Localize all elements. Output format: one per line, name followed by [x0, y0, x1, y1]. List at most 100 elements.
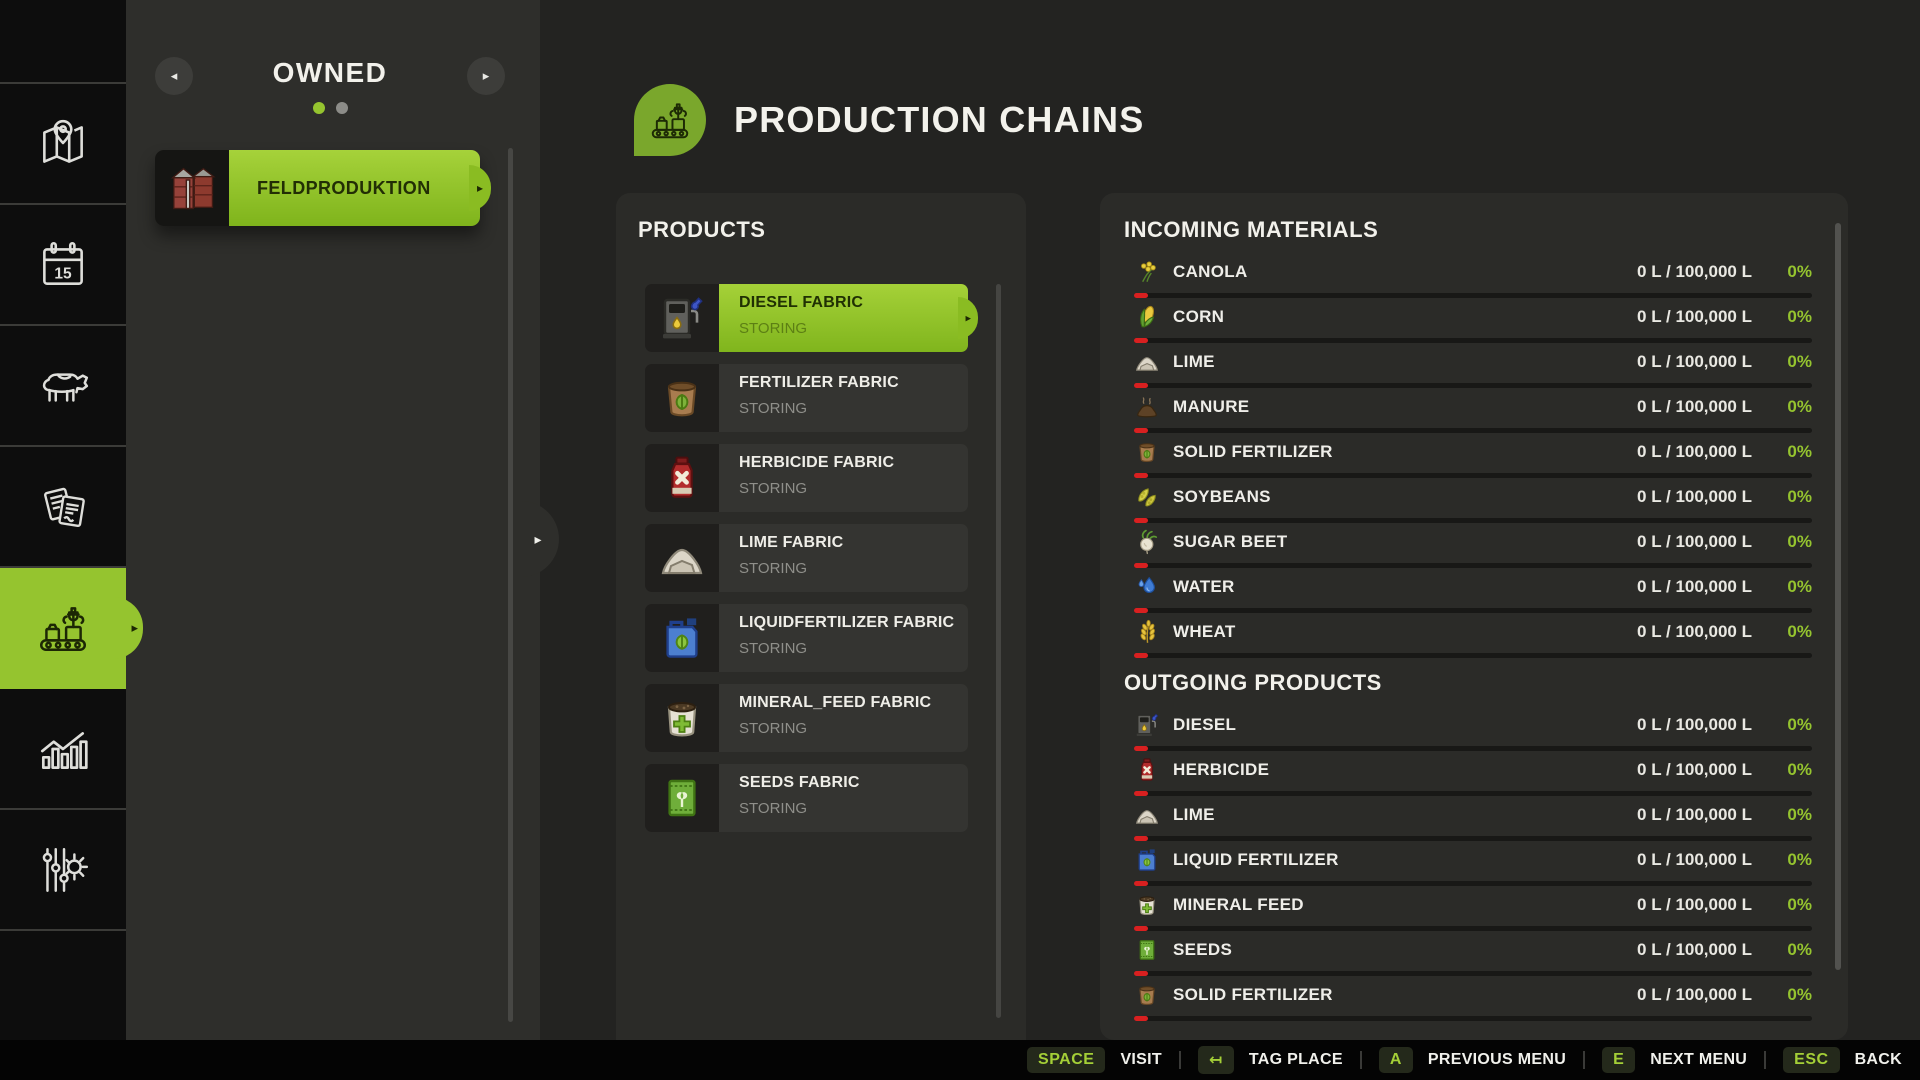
material-row-main: HERBICIDE 0 L / 100,000 L 0% — [1134, 751, 1812, 788]
material-label: LIME — [1173, 351, 1215, 371]
seeds-packet-icon — [645, 764, 719, 832]
product-label: LIME FABRIC — [739, 534, 844, 551]
sidebar-item-statistics[interactable] — [0, 689, 126, 810]
outgoing-products-list: DIESEL 0 L / 100,000 L 0% HERBICIDE 0 L / 10… — [1100, 706, 1848, 1021]
hint-back[interactable]: ESC BACK — [1783, 1047, 1902, 1073]
material-row-main: SOLID FERTILIZER 0 L / 100,000 L 0% — [1134, 976, 1812, 1013]
owned-item-feldproduktion[interactable]: FELDPRODUKTION ▸ — [155, 150, 483, 226]
hint-divider — [1359, 1051, 1362, 1069]
hint-tag-place[interactable]: ↤ TAG PLACE — [1197, 1046, 1343, 1074]
owned-next-button[interactable]: ▸ — [467, 57, 505, 95]
product-row-fertilizer-fabric[interactable]: FERTILIZER FABRIC STORING — [645, 364, 968, 432]
material-progress-bar — [1134, 338, 1812, 343]
material-percent: 0% — [1787, 714, 1812, 734]
liquid-fertilizer-icon — [645, 604, 719, 672]
hint-divider — [1178, 1051, 1181, 1069]
hint-label: TAG PLACE — [1248, 1051, 1343, 1068]
svg-text:15: 15 — [54, 265, 72, 282]
material-amount: 0 L / 100,000 L — [1637, 531, 1752, 551]
fuel-pump-icon — [645, 284, 719, 352]
sidebar-item-settings[interactable] — [0, 810, 126, 931]
mineral-feed-icon — [1134, 892, 1160, 918]
sidebar-item-contracts[interactable] — [0, 447, 126, 568]
material-progress-bar — [1134, 836, 1812, 841]
material-row-sugar-beet: SUGAR BEET 0 L / 100,000 L 0% — [1100, 523, 1848, 568]
material-label: WHEAT — [1173, 621, 1236, 641]
material-progress-bar — [1134, 926, 1812, 931]
material-amount: 0 L / 100,000 L — [1637, 261, 1752, 281]
product-status: STORING — [739, 480, 808, 497]
material-label: SOLID FERTILIZER — [1173, 441, 1333, 461]
material-row-solid-fertilizer: SOLID FERTILIZER 0 L / 100,000 L 0% — [1100, 976, 1848, 1021]
material-amount: 0 L / 100,000 L — [1637, 396, 1752, 416]
wheat-icon — [1134, 619, 1160, 645]
documents-icon — [34, 478, 92, 536]
product-row-herbicide-fabric[interactable]: HERBICIDE FABRIC STORING — [645, 444, 968, 512]
production-icon — [34, 599, 92, 657]
cow-icon — [34, 357, 92, 415]
material-progress-bar — [1134, 791, 1812, 796]
material-percent: 0% — [1787, 849, 1812, 869]
product-row-body: LIME FABRIC STORING — [719, 524, 968, 592]
material-row-herbicide: HERBICIDE 0 L / 100,000 L 0% — [1100, 751, 1848, 796]
material-amount: 0 L / 100,000 L — [1637, 894, 1752, 914]
material-row-manure: MANURE 0 L / 100,000 L 0% — [1100, 388, 1848, 433]
products-scrollbar[interactable] — [996, 284, 1001, 1018]
material-row-lime: LIME 0 L / 100,000 L 0% — [1100, 796, 1848, 841]
sidebar-item-production[interactable]: ▸ — [0, 568, 143, 689]
hint-next-menu[interactable]: E NEXT MENU — [1602, 1047, 1747, 1073]
material-percent: 0% — [1787, 261, 1812, 281]
material-percent: 0% — [1787, 759, 1812, 779]
product-row-mineral-feed-fabric[interactable]: MINERAL_FEED FABRIC STORING — [645, 684, 968, 752]
arrow-left-icon: ◂ — [170, 68, 178, 83]
sidebar-item-map[interactable] — [0, 84, 126, 205]
progress-red-marker — [1134, 971, 1148, 976]
material-progress-bar — [1134, 518, 1812, 523]
fertilizer-bag-icon — [645, 364, 719, 432]
material-progress-bar — [1134, 881, 1812, 886]
panel-collapse-button[interactable]: ▸ — [521, 501, 559, 577]
product-status: STORING — [739, 800, 808, 817]
incoming-materials-heading: INCOMING MATERIALS — [1124, 217, 1379, 242]
arrow-right-icon: ▸ — [476, 181, 483, 195]
hint-visit[interactable]: SPACE VISIT — [1027, 1047, 1162, 1073]
materials-scrollbar[interactable] — [1835, 223, 1841, 970]
material-row-main: MINERAL FEED 0 L / 100,000 L 0% — [1134, 886, 1812, 923]
key-esc: ESC — [1783, 1047, 1840, 1073]
page-dot-1[interactable] — [312, 102, 325, 114]
material-percent: 0% — [1787, 441, 1812, 461]
product-row-diesel-fabric[interactable]: DIESEL FABRIC STORING ▸ — [645, 284, 971, 352]
material-row-canola: CANOLA 0 L / 100,000 L 0% — [1100, 253, 1848, 298]
key-space: SPACE — [1027, 1047, 1106, 1073]
page-title: PRODUCTION CHAINS — [734, 99, 1145, 140]
fertilizer-bag-icon — [1134, 982, 1160, 1008]
product-row-lime-fabric[interactable]: LIME FABRIC STORING — [645, 524, 968, 592]
material-label: CANOLA — [1173, 261, 1248, 281]
owned-scrollbar[interactable] — [508, 148, 513, 1022]
product-row-seeds-fabric[interactable]: SEEDS FABRIC STORING — [645, 764, 968, 832]
lime-pile-icon — [1134, 349, 1160, 375]
incoming-materials-list: CANOLA 0 L / 100,000 L 0% CORN 0 L / 100,000… — [1100, 253, 1848, 658]
page-dot-2[interactable] — [335, 102, 348, 114]
hint-label: PREVIOUS MENU — [1427, 1051, 1567, 1068]
sidebar: 15 ▸ — [0, 0, 143, 1040]
material-row-main: SEEDS 0 L / 100,000 L 0% — [1134, 931, 1812, 968]
progress-red-marker — [1134, 473, 1148, 478]
material-row-solid-fertilizer: SOLID FERTILIZER 0 L / 100,000 L 0% — [1100, 433, 1848, 478]
sidebar-item-animals[interactable] — [0, 326, 126, 447]
progress-red-marker — [1134, 428, 1148, 433]
owned-prev-button[interactable]: ◂ — [155, 57, 193, 95]
hint-previous-menu[interactable]: A PREVIOUS MENU — [1378, 1047, 1567, 1073]
material-row-main: WHEAT 0 L / 100,000 L 0% — [1134, 613, 1812, 650]
product-row-liquidfertilizer-fabric[interactable]: LIQUIDFERTILIZER FABRIC STORING — [645, 604, 968, 672]
progress-red-marker — [1134, 383, 1148, 388]
material-row-main: LIME 0 L / 100,000 L 0% — [1134, 796, 1812, 833]
hint-divider — [1583, 1051, 1586, 1069]
sidebar-item-calendar[interactable]: 15 — [0, 205, 126, 326]
products-heading: PRODUCTS — [638, 217, 766, 242]
material-row-liquid-fertilizer: LIQUID FERTILIZER 0 L / 100,000 L 0% — [1100, 841, 1848, 886]
material-amount: 0 L / 100,000 L — [1637, 714, 1752, 734]
product-status: STORING — [739, 640, 808, 657]
material-progress-bar — [1134, 428, 1812, 433]
